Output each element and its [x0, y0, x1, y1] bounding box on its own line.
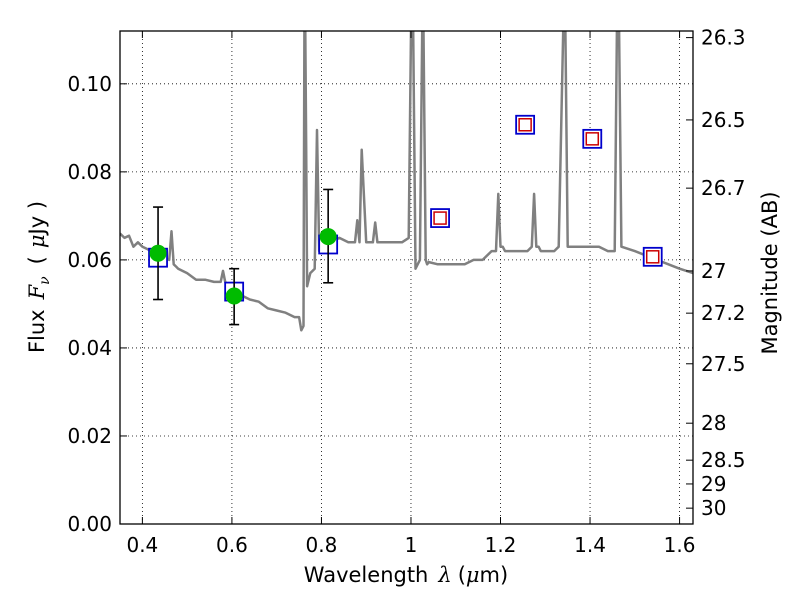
observed-point-marker	[149, 244, 167, 262]
y-tick-label: 0.08	[67, 160, 112, 184]
y2-tick-label: 26.3	[701, 26, 746, 50]
model-inner-square-marker	[645, 250, 660, 264]
x-axis-title: Wavelength λ (μm)	[304, 563, 508, 587]
y-axis-title-unit-open: (	[25, 256, 49, 264]
x-tick-label: 1.4	[574, 533, 606, 557]
y2-tick-label: 28.5	[701, 448, 746, 472]
y2-tick-label: 27.5	[701, 352, 746, 376]
plot-frame	[119, 30, 694, 525]
observed-point-marker	[225, 287, 243, 305]
y2-tick-label: 27	[701, 259, 726, 283]
x-tick-label: 0.4	[126, 533, 158, 557]
y-tick-label: 0.00	[67, 512, 112, 536]
y2-tick-label: 30	[701, 496, 726, 520]
model-inner-square-marker	[585, 132, 600, 146]
x-tick-label: 1	[405, 533, 418, 557]
y2-tick-label: 27.2	[701, 301, 746, 325]
y2-tick-label: 29	[701, 472, 726, 496]
axis-ticks: 0.4 0.6 0.8 1 1.2 1.4 1.6 0.00 0.02 0.04 0.06 0.08 0…	[67, 26, 745, 557]
y-axis-title: Flux Fν ( μJy )	[25, 201, 53, 353]
x-axis-title-prefix: Wavelength	[304, 563, 429, 587]
x-axis-title-unit-mu: μ	[466, 563, 480, 587]
model-inner-square-marker	[518, 118, 532, 132]
model-inner-square-marker	[433, 211, 447, 225]
y2-axis-title: Magnitude (AB)	[758, 191, 782, 354]
x-tick-label: 1.6	[664, 533, 696, 557]
spectrum-line	[120, 31, 693, 332]
x-tick-label: 1.2	[485, 533, 517, 557]
y-axis-title-subscript: ν	[37, 276, 53, 285]
x-axis-title-symbol: λ	[437, 563, 451, 587]
x-axis-title-unit-open: (	[458, 563, 466, 587]
y-axis-title-symbol: F	[25, 283, 49, 300]
y-tick-label: 0.04	[67, 336, 112, 360]
y-tick-label: 0.02	[67, 424, 112, 448]
y-axis-title-unit-rest: Jy )	[25, 201, 49, 237]
x-axis-title-unit-rest: m)	[480, 563, 509, 587]
x-tick-label: 0.6	[216, 533, 248, 557]
y-tick-label: 0.10	[67, 72, 112, 96]
x-tick-label: 0.8	[306, 533, 338, 557]
y2-tick-label: 26.7	[701, 176, 746, 200]
y2-tick-label: 26.5	[701, 108, 746, 132]
y2-tick-label: 28	[701, 411, 726, 435]
y-axis-title-unit-mu: μ	[25, 234, 49, 248]
y-tick-label: 0.06	[67, 248, 112, 272]
y-axis-title-prefix: Flux	[25, 309, 49, 353]
observed-point-marker	[319, 228, 337, 246]
plot-area	[120, 31, 693, 332]
